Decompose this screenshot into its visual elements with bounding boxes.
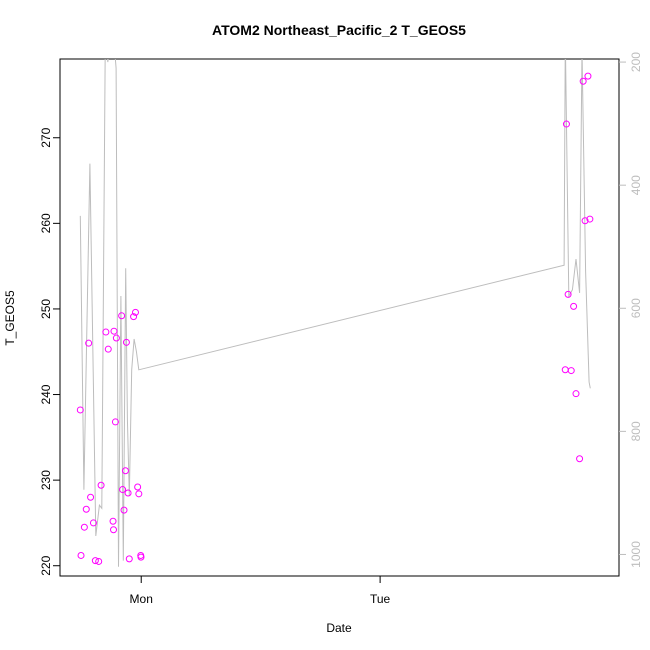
data-point <box>130 313 138 321</box>
data-point <box>567 367 575 375</box>
data-point <box>584 72 592 80</box>
data-point <box>570 302 578 310</box>
data-point <box>87 493 95 501</box>
y-tick-label: 260 <box>39 213 53 233</box>
left-axis: 220 230 240 250 260 270 <box>39 127 60 576</box>
data-point <box>579 77 587 85</box>
data-point <box>131 308 139 316</box>
y-tick-label: 270 <box>39 127 53 147</box>
data-point <box>586 215 594 223</box>
x-axis: Mon Tue <box>130 576 391 606</box>
data-point <box>118 312 126 320</box>
data-point <box>89 519 97 527</box>
data-point <box>110 526 118 534</box>
y-tick-label: 220 <box>39 555 53 575</box>
data-point <box>85 339 93 347</box>
pressure-line <box>79 59 591 567</box>
data-point <box>581 217 589 225</box>
data-point <box>110 327 118 335</box>
chart-title: ATOM2 Northeast_Pacific_2 T_GEOS5 <box>212 22 466 38</box>
data-point <box>562 120 570 128</box>
data-point <box>111 418 119 426</box>
data-point <box>122 338 130 346</box>
y-tick-label: 240 <box>39 384 53 404</box>
data-point <box>121 467 129 475</box>
data-point <box>82 505 90 513</box>
data-point <box>125 555 133 563</box>
y-tick-label: 230 <box>39 470 53 490</box>
right-y-tick-label: 200 <box>629 52 643 72</box>
y-axis-label: T_GEOS5 <box>3 290 17 346</box>
x-tick-label: Tue <box>370 592 391 606</box>
data-point <box>120 506 128 514</box>
data-point <box>572 390 580 398</box>
right-y-tick-label: 400 <box>629 175 643 195</box>
data-point <box>124 489 132 497</box>
data-point <box>102 328 110 336</box>
right-y-tick-label: 1000 <box>629 541 643 568</box>
data-point <box>119 486 127 494</box>
data-point <box>97 481 105 489</box>
data-point <box>561 366 569 374</box>
data-point <box>135 490 143 498</box>
right-y-tick-label: 800 <box>629 421 643 441</box>
data-point <box>576 455 584 463</box>
data-point <box>134 483 142 491</box>
right-axis: 200 400 600 800 1000 <box>619 52 643 568</box>
x-tick-label: Mon <box>130 592 153 606</box>
data-point <box>95 557 103 565</box>
data-point <box>137 553 145 561</box>
plot-series <box>76 59 594 567</box>
data-point <box>77 551 85 559</box>
plot-frame <box>59 58 620 577</box>
y-tick-label: 250 <box>39 299 53 319</box>
data-point <box>76 406 84 414</box>
data-point <box>104 345 112 353</box>
data-point <box>564 290 572 298</box>
x-axis-label: Date <box>326 621 352 635</box>
data-point <box>112 334 120 342</box>
right-y-tick-label: 600 <box>629 298 643 318</box>
data-point <box>91 557 99 565</box>
data-point <box>80 523 88 531</box>
data-point <box>109 517 117 525</box>
